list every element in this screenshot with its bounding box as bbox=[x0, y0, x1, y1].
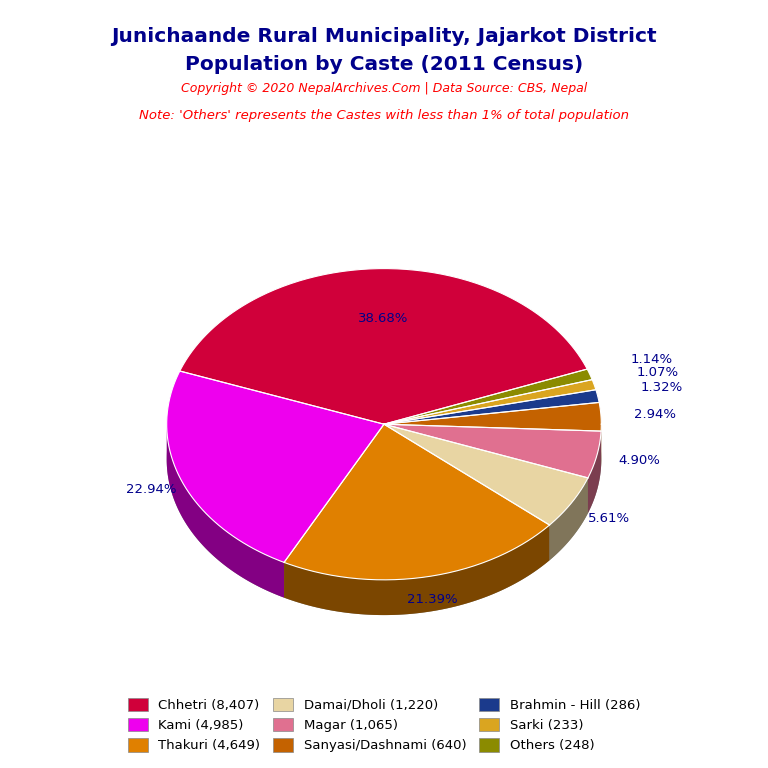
Text: 22.94%: 22.94% bbox=[126, 483, 177, 496]
Text: Population by Caste (2011 Census): Population by Caste (2011 Census) bbox=[185, 55, 583, 74]
Text: Note: 'Others' represents the Castes with less than 1% of total population: Note: 'Others' represents the Castes wit… bbox=[139, 109, 629, 122]
Text: 1.07%: 1.07% bbox=[636, 366, 678, 379]
Text: 1.14%: 1.14% bbox=[631, 353, 673, 366]
Text: 1.32%: 1.32% bbox=[641, 381, 683, 394]
Text: 2.94%: 2.94% bbox=[634, 409, 677, 422]
Polygon shape bbox=[167, 304, 601, 615]
Text: 5.61%: 5.61% bbox=[588, 511, 631, 525]
Polygon shape bbox=[167, 425, 284, 598]
Polygon shape bbox=[284, 525, 550, 615]
Text: Copyright © 2020 NepalArchives.Com | Data Source: CBS, Nepal: Copyright © 2020 NepalArchives.Com | Dat… bbox=[181, 82, 587, 95]
Polygon shape bbox=[384, 424, 601, 478]
Text: 21.39%: 21.39% bbox=[407, 594, 458, 606]
Polygon shape bbox=[588, 431, 601, 513]
Polygon shape bbox=[384, 402, 601, 431]
Polygon shape bbox=[384, 424, 588, 525]
Polygon shape bbox=[180, 269, 588, 424]
Polygon shape bbox=[284, 424, 550, 580]
Polygon shape bbox=[384, 369, 592, 424]
Text: Junichaande Rural Municipality, Jajarkot District: Junichaande Rural Municipality, Jajarkot… bbox=[111, 27, 657, 46]
Polygon shape bbox=[167, 371, 384, 562]
Polygon shape bbox=[384, 389, 599, 424]
Polygon shape bbox=[550, 478, 588, 561]
Text: 38.68%: 38.68% bbox=[358, 312, 409, 325]
Legend: Chhetri (8,407), Kami (4,985), Thakuri (4,649), Damai/Dholi (1,220), Magar (1,06: Chhetri (8,407), Kami (4,985), Thakuri (… bbox=[122, 693, 646, 757]
Polygon shape bbox=[384, 379, 596, 424]
Text: 4.90%: 4.90% bbox=[619, 455, 660, 468]
